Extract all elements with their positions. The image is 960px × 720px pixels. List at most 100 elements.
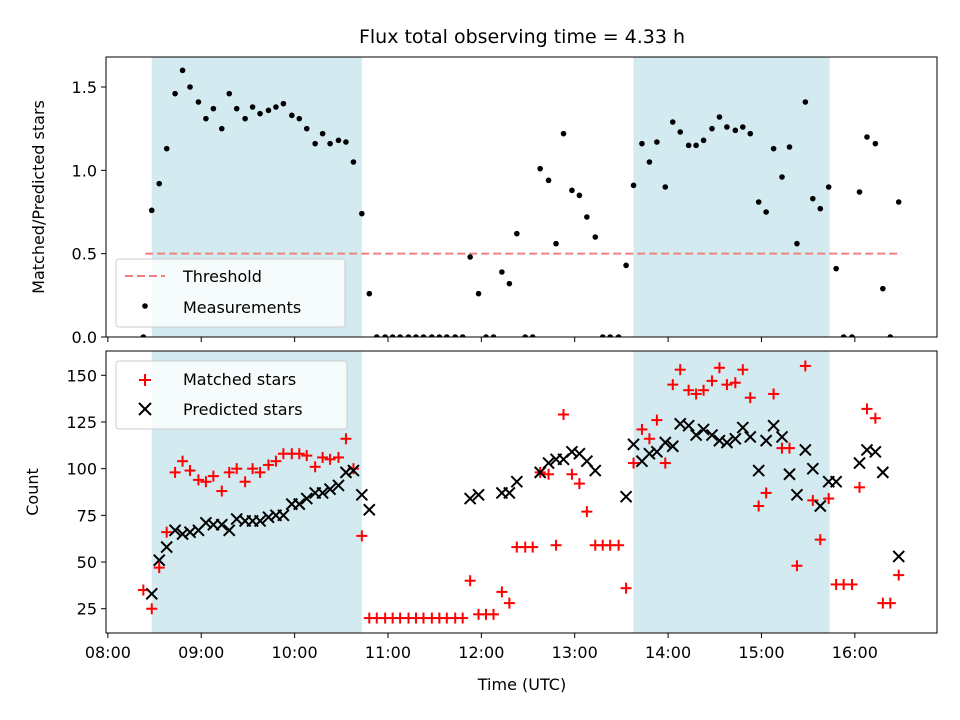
measurement-point (343, 139, 349, 145)
predicted-star-point (643, 447, 656, 460)
predicted-star-point (503, 486, 516, 500)
measurement-point (335, 137, 342, 144)
matched-star-point (161, 526, 173, 538)
x-tick-label: 12:00 (458, 643, 504, 662)
measurement-point (389, 334, 396, 337)
predicted-star-point (790, 488, 804, 502)
predicted-star-point (160, 540, 173, 554)
measurement-point (172, 90, 178, 97)
matched-star-point (503, 597, 515, 609)
measurement-point (817, 205, 824, 212)
predicted-star-point (300, 492, 313, 505)
matched-star-point (706, 375, 718, 387)
predicted-star-point (262, 511, 275, 524)
matched-star-point (309, 461, 321, 473)
predicted-star-point (565, 445, 579, 459)
measurements-series (140, 67, 902, 337)
y-tick-label: 100 (66, 460, 97, 479)
legend-predicted-label: Predicted stars (183, 400, 303, 419)
chart-title: Flux total observing time = 4.33 h (359, 26, 685, 48)
predicted-star-point (627, 438, 640, 451)
y-tick-label: 75 (77, 506, 97, 525)
matched-star-point (698, 384, 710, 396)
predicted-star-point (153, 553, 166, 567)
x-tick-label: 13:00 (552, 643, 598, 662)
measurement-point (405, 334, 412, 337)
matched-star-point (791, 560, 803, 572)
measurement-point (514, 230, 520, 237)
predicted-star-point (463, 492, 477, 505)
matched-star-point (270, 455, 282, 467)
measurement-point (296, 115, 303, 122)
matched-star-point (753, 500, 765, 512)
y-tick-label: 1.5 (72, 78, 97, 97)
measurement-point (840, 334, 847, 337)
predicted-star-point (759, 434, 773, 447)
x-tick-label: 09:00 (178, 643, 224, 662)
measurement-point (522, 334, 529, 337)
measurement-point (483, 334, 489, 337)
predicted-star-point (744, 430, 757, 444)
measurement-point (444, 334, 450, 337)
matched-star-point (613, 539, 625, 551)
predicted-star-point (814, 499, 827, 513)
predicted-star-point (682, 419, 695, 432)
measurement-point (833, 265, 839, 272)
predicted-star-point (316, 486, 329, 500)
matched-star-point (301, 450, 313, 462)
predicted-star-point (705, 428, 719, 442)
measurement-point (856, 189, 863, 195)
measurement-point (693, 142, 699, 149)
matched-star-point (262, 459, 274, 471)
matched-star-point (200, 476, 212, 488)
measurement-point (249, 104, 256, 110)
matched-star-point (643, 433, 655, 445)
measurement-point (849, 334, 855, 337)
matched-star-point (651, 414, 663, 426)
measurement-point (242, 115, 248, 122)
measurement-point (700, 137, 707, 144)
matched-star-point (543, 468, 555, 480)
bottom-panel: 25 50 75 100 125 150 08:00 09:00 10:00 11:00 12:0… (23, 350, 938, 694)
measurement-point (747, 130, 754, 137)
measurement-point (669, 119, 676, 125)
measurement-point (350, 159, 357, 165)
x-tick-label: 08:00 (85, 643, 131, 662)
matched-star-point (690, 388, 702, 400)
matched-star-point (799, 360, 811, 372)
y-tick-label: 0.0 (72, 328, 97, 347)
measurement-point (467, 254, 473, 260)
y-tick-label: 125 (66, 413, 97, 432)
measurement-point (420, 334, 427, 337)
measurement-point (226, 90, 233, 97)
measurement-point (273, 104, 279, 110)
matched-star-point (207, 470, 219, 482)
shaded-region (633, 57, 830, 337)
matched-star-point (527, 541, 539, 553)
matched-star-point (558, 408, 570, 420)
matched-star-point (332, 451, 344, 463)
measurement-point (623, 262, 629, 269)
measurement-point (366, 290, 373, 297)
measurement-point (646, 159, 653, 165)
measurement-point (724, 124, 730, 130)
predicted-star-point (589, 464, 602, 477)
matched-star-point (153, 562, 165, 574)
measurement-point (429, 334, 435, 337)
bottom-x-axis: 08:00 09:00 10:00 11:00 12:00 13:00 14:00 15:00… (85, 633, 878, 662)
measurement-point (584, 214, 590, 220)
shaded-region (633, 351, 830, 633)
matched-star-point (737, 364, 749, 376)
measurement-point (560, 130, 567, 137)
matched-star-point (713, 362, 725, 374)
legend-threshold-label: Threshold (182, 267, 262, 286)
measurement-point (499, 269, 505, 275)
bottom-y-axis: 25 50 75 100 125 150 (66, 366, 106, 619)
matched-star-point (324, 453, 336, 465)
measurement-point (895, 199, 902, 205)
bottom-legend-box (115, 360, 348, 430)
measurement-point (373, 334, 380, 337)
predicted-star-point (339, 466, 353, 479)
measurement-point (763, 209, 769, 215)
matched-star-point (487, 608, 499, 620)
